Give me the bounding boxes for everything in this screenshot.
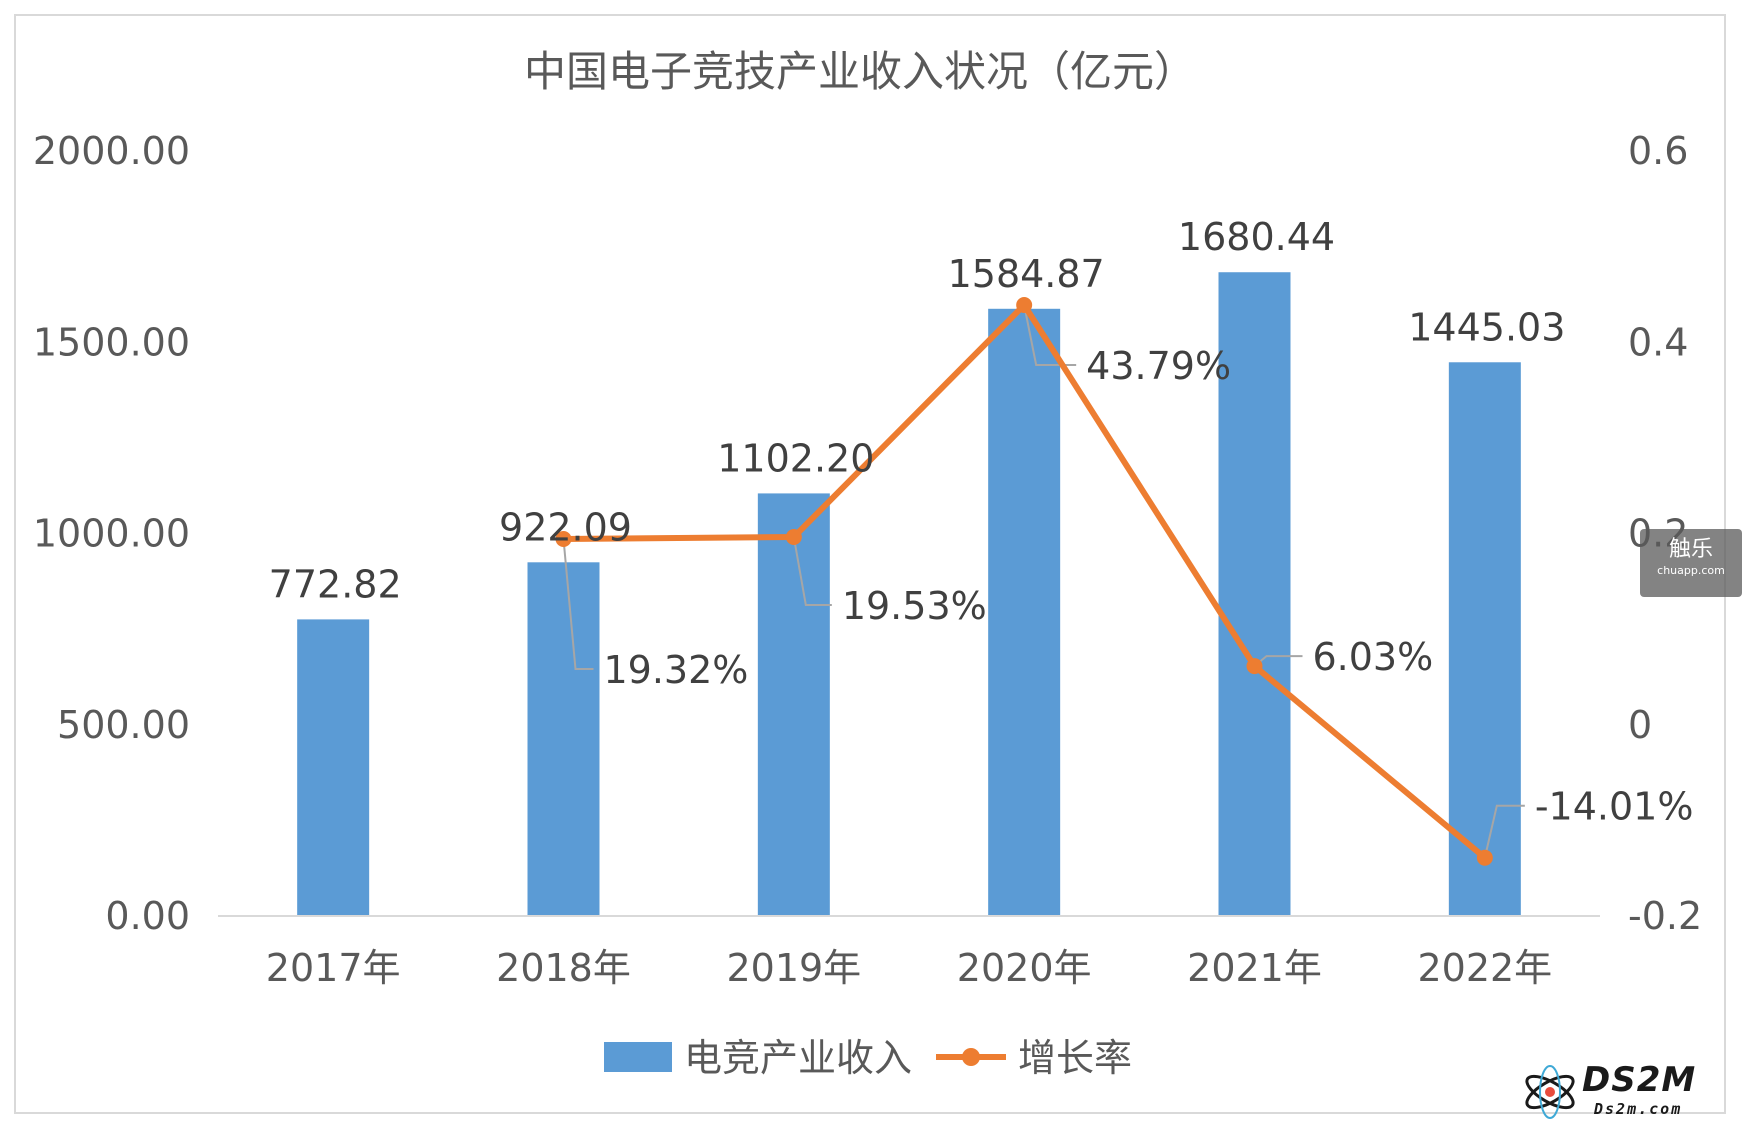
bar-value-label: 1445.03 bbox=[1408, 305, 1565, 349]
legend-line-label: 增长率 bbox=[1018, 1036, 1132, 1080]
bar-value-label: 772.82 bbox=[269, 562, 402, 606]
x-axis: 2017年 2018年 2019年 2020年 2021年 2022年 bbox=[266, 946, 1552, 990]
bar bbox=[1218, 272, 1291, 915]
growth-point bbox=[785, 528, 802, 545]
bar bbox=[1448, 362, 1521, 916]
y-right-tick-label: -0.2 bbox=[1628, 894, 1702, 938]
ds2m-logo: DS2M Ds2m.com bbox=[1520, 1060, 1740, 1124]
bar bbox=[297, 619, 370, 915]
watermark-site: chuapp.com bbox=[1657, 564, 1725, 577]
y-left-tick-label: 500.00 bbox=[57, 703, 190, 747]
growth-rate-label: 43.79% bbox=[1086, 344, 1231, 388]
bar-data-labels: 772.82 922.09 1102.20 1584.87 1680.44 1445.03 bbox=[269, 215, 1566, 606]
bar bbox=[527, 562, 600, 915]
chart-title: 中国电子竞技产业收入状况（亿元） bbox=[524, 47, 1196, 96]
y-right-tick-label: 0.6 bbox=[1628, 129, 1688, 173]
x-tick-label: 2020年 bbox=[957, 946, 1092, 990]
line-series bbox=[555, 297, 1493, 866]
chuapp-watermark: 触乐 chuapp.com bbox=[1640, 529, 1742, 597]
growth-point bbox=[1246, 658, 1263, 675]
y-left-tick-label: 1500.00 bbox=[33, 320, 190, 364]
bar bbox=[757, 493, 830, 915]
line-data-labels: 19.32% 19.53% 43.79% 6.03% -14.01% bbox=[604, 344, 1694, 829]
leader-line bbox=[1483, 804, 1525, 858]
legend-bar-swatch bbox=[604, 1042, 672, 1072]
y-left-tick-label: 2000.00 bbox=[33, 129, 190, 173]
bar-value-label: 1680.44 bbox=[1178, 215, 1335, 259]
brand-name: DS2M bbox=[1582, 1060, 1697, 1100]
x-tick-label: 2017年 bbox=[266, 946, 401, 990]
growth-rate-label: -14.01% bbox=[1535, 785, 1694, 829]
bar-value-label: 922.09 bbox=[499, 505, 632, 549]
growth-point bbox=[1476, 849, 1493, 866]
growth-rate-label: 19.32% bbox=[604, 648, 749, 692]
legend-line-marker bbox=[962, 1048, 980, 1066]
x-tick-label: 2018年 bbox=[496, 946, 631, 990]
bar-value-label: 1584.87 bbox=[948, 252, 1105, 296]
growth-point bbox=[555, 531, 572, 548]
legend: 电竞产业收入 增长率 bbox=[604, 1036, 1132, 1080]
x-tick-label: 2021年 bbox=[1187, 946, 1322, 990]
y-right-tick-label: 0 bbox=[1628, 703, 1652, 747]
y-left-tick-label: 1000.00 bbox=[33, 512, 190, 556]
y-left-tick-label: 0.00 bbox=[105, 894, 190, 938]
x-tick-label: 2019年 bbox=[726, 946, 861, 990]
leader-line bbox=[792, 536, 832, 606]
atom-icon bbox=[1525, 1065, 1575, 1119]
watermark-text: 触乐 bbox=[1668, 537, 1713, 562]
y-right-tick-label: 0.4 bbox=[1628, 320, 1688, 364]
growth-rate-label: 19.53% bbox=[842, 584, 987, 628]
x-tick-label: 2022年 bbox=[1417, 946, 1552, 990]
chart-frame bbox=[14, 14, 1726, 1114]
leader-line bbox=[562, 538, 594, 671]
bar-series bbox=[297, 272, 1521, 916]
legend-bar-label: 电竞产业收入 bbox=[684, 1036, 912, 1080]
y-left-axis: 0.00 500.00 1000.00 1500.00 2000.00 bbox=[33, 129, 190, 938]
growth-rate-label: 6.03% bbox=[1313, 635, 1434, 679]
growth-point bbox=[1016, 297, 1033, 314]
bar bbox=[988, 308, 1061, 915]
brand-site: Ds2m.com bbox=[1594, 1100, 1683, 1118]
bar-value-label: 1102.20 bbox=[717, 436, 874, 480]
